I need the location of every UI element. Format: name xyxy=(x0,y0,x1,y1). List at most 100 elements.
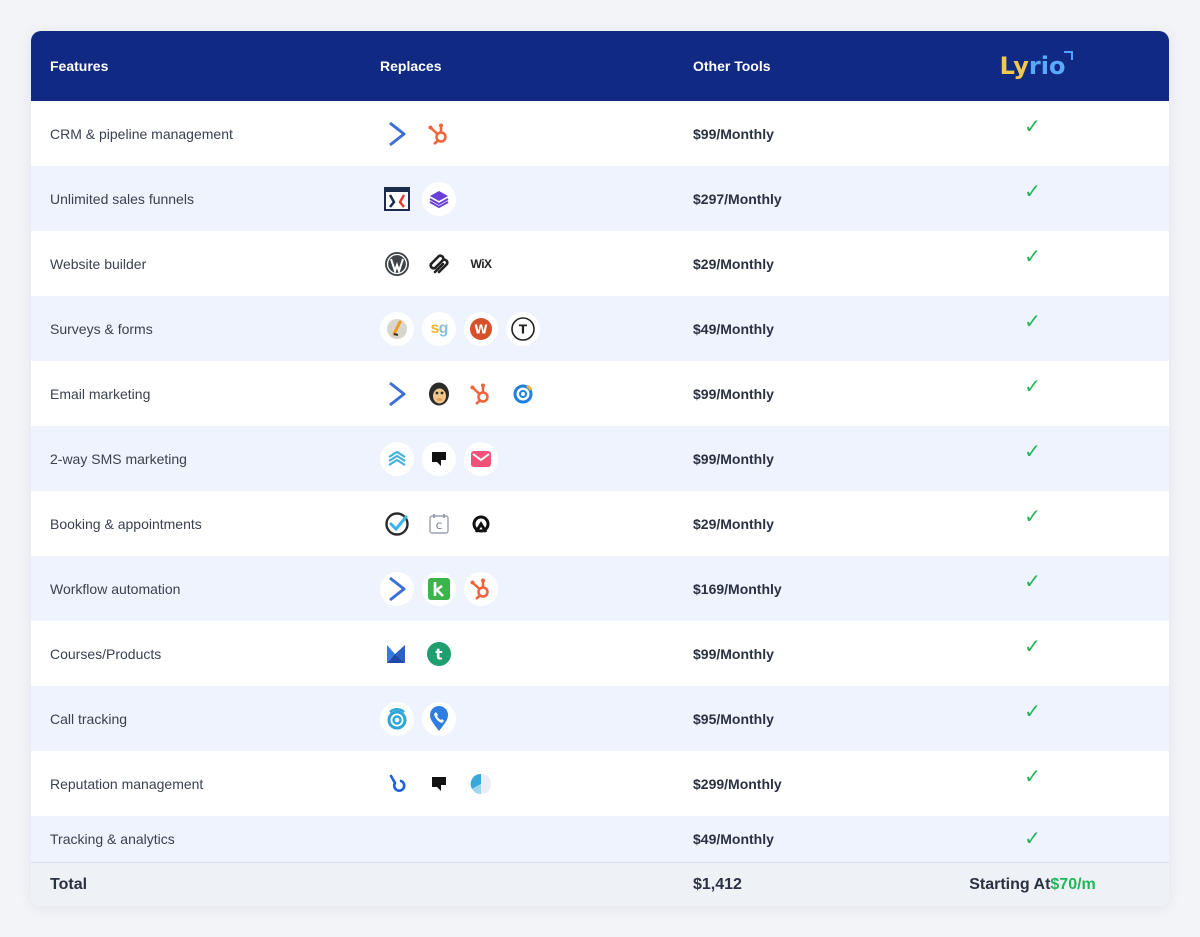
other-tools-price: $49/Monthly xyxy=(693,320,774,337)
header-features: Features xyxy=(50,58,109,74)
feature-name: Call tracking xyxy=(50,710,128,727)
total-label: Total xyxy=(50,875,88,893)
phone-pin-icon xyxy=(422,701,456,736)
other-tools-price: $29/Monthly xyxy=(693,515,774,532)
feature-name: CRM & pipeline management xyxy=(50,125,233,142)
table-row: Courses/Products t $99/Monthly ✓ xyxy=(31,621,1169,686)
calendly-icon: C xyxy=(422,507,456,541)
table-body: CRM & pipeline management $99/Monthly ✓ Unl… xyxy=(31,101,1169,862)
hubspot-icon xyxy=(464,571,498,606)
lyrio-included-cell: ✓ xyxy=(896,556,1169,592)
check-icon: ✓ xyxy=(1024,506,1041,528)
other-tools-price: $99/Monthly xyxy=(693,645,774,662)
pricing-comparison-table: Features Replaces Other Tools Lyrio CRM … xyxy=(31,31,1169,906)
replaces-cell xyxy=(380,377,693,411)
feature-name: Courses/Products xyxy=(50,645,162,662)
lyrio-included-cell: ✓ xyxy=(896,296,1169,332)
table-row: Booking & appointments C $29/Monthly ✓ xyxy=(31,491,1169,556)
replaces-cell: C xyxy=(380,507,693,541)
replaces-cell: WiX xyxy=(380,247,693,281)
feature-name: Surveys & forms xyxy=(50,320,153,337)
feature-name: Reputation management xyxy=(50,775,204,792)
acuity-icon xyxy=(380,507,414,541)
birdeye-icon xyxy=(380,767,414,801)
other-tools-price: $29/Monthly xyxy=(693,255,774,272)
lyrio-logo: Lyrio xyxy=(1000,51,1074,78)
wufoo-icon: W xyxy=(464,311,498,346)
table-row: Call tracking $95/Monthly ✓ xyxy=(31,686,1169,751)
lyrio-included-cell: ✓ xyxy=(896,621,1169,657)
callrail-icon xyxy=(380,701,414,736)
starting-price: $70/m xyxy=(1050,875,1096,893)
podium-icon xyxy=(422,441,456,476)
pie-icon xyxy=(464,767,498,801)
other-tools-price: $169/Monthly xyxy=(693,580,782,597)
svg-text:t: t xyxy=(435,645,442,663)
lyrio-included-cell: ✓ xyxy=(896,686,1169,722)
mail-icon xyxy=(464,441,498,476)
table-row: CRM & pipeline management $99/Monthly ✓ xyxy=(31,101,1169,166)
lyrio-included-cell: ✓ xyxy=(896,426,1169,462)
lyrio-included-cell: ✓ xyxy=(896,361,1169,397)
activecampaign-icon xyxy=(380,117,414,151)
total-row: Total $1,412 Starting At $70/m xyxy=(31,862,1169,906)
feature-name: 2-way SMS marketing xyxy=(50,450,187,467)
other-tools-price: $297/Monthly xyxy=(693,190,782,207)
feature-name: Unlimited sales funnels xyxy=(50,190,194,207)
feature-name: Booking & appointments xyxy=(50,515,202,532)
feature-name: Email marketing xyxy=(50,385,151,402)
check-icon: ✓ xyxy=(1024,246,1041,268)
svg-text:C: C xyxy=(436,522,442,532)
table-row: Workflow automation $169/Monthly ✓ xyxy=(31,556,1169,621)
check-icon: ✓ xyxy=(1024,181,1041,203)
svg-text:T: T xyxy=(519,322,528,336)
feature-name: Tracking & analytics xyxy=(50,831,175,847)
replaces-cell: t xyxy=(380,637,693,671)
replaces-cell xyxy=(380,117,693,151)
kartra-layers-icon xyxy=(422,181,456,216)
table-row: Surveys & forms sg W T $49/Monthly ✓ xyxy=(31,296,1169,361)
check-icon: ✓ xyxy=(1024,828,1041,850)
calendar-a-icon xyxy=(464,507,498,541)
check-icon: ✓ xyxy=(1024,766,1041,788)
header-replaces: Replaces xyxy=(380,58,442,74)
check-icon: ✓ xyxy=(1024,636,1041,658)
starting-at: Starting At $70/m xyxy=(969,875,1096,893)
header-brand: Lyrio xyxy=(896,51,1169,78)
lyrio-included-cell: ✓ xyxy=(896,491,1169,527)
mailchimp-icon xyxy=(422,377,456,411)
check-icon: ✓ xyxy=(1024,571,1041,593)
replaces-cell xyxy=(380,701,693,736)
jotform-icon xyxy=(380,311,414,346)
lyrio-included-cell: ✓ xyxy=(896,166,1169,202)
replaces-cell xyxy=(380,767,693,801)
table-row: Website builder WiX $29/Monthly ✓ xyxy=(31,231,1169,296)
check-icon: ✓ xyxy=(1024,441,1041,463)
other-tools-price: $99/Monthly xyxy=(693,125,774,142)
replaces-cell xyxy=(380,181,693,216)
waves-icon xyxy=(380,441,414,476)
surveygizmo-icon: sg xyxy=(422,311,456,346)
lyrio-included-cell: ✓ xyxy=(896,231,1169,267)
table-header: Features Replaces Other Tools Lyrio xyxy=(31,31,1169,101)
check-icon: ✓ xyxy=(1024,376,1041,398)
lyrio-included-cell: ✓ xyxy=(896,101,1169,137)
activecampaign-icon xyxy=(380,571,414,606)
other-tools-price: $99/Monthly xyxy=(693,450,774,467)
other-tools-price: $99/Monthly xyxy=(693,385,774,402)
lyrio-included-cell: ✓ xyxy=(896,751,1169,787)
table-row: Reputation management $299/Monthly ✓ xyxy=(31,751,1169,816)
other-tools-price: $299/Monthly xyxy=(693,775,782,792)
table-row: Unlimited sales funnels $297/Monthly ✓ xyxy=(31,166,1169,231)
lyrio-included-cell: ✓ xyxy=(896,816,1169,849)
other-tools-price: $49/Monthly xyxy=(693,831,774,847)
other-tools-price: $95/Monthly xyxy=(693,710,774,727)
header-other-tools: Other Tools xyxy=(693,58,771,74)
replaces-cell: sg W T xyxy=(380,311,693,346)
activecampaign-icon xyxy=(380,377,414,411)
typeform-icon: T xyxy=(506,311,540,346)
squarespace-icon xyxy=(422,247,456,281)
table-row: Tracking & analytics $49/Monthly ✓ xyxy=(31,816,1169,862)
replaces-cell xyxy=(380,571,693,606)
svg-text:W: W xyxy=(474,322,487,336)
